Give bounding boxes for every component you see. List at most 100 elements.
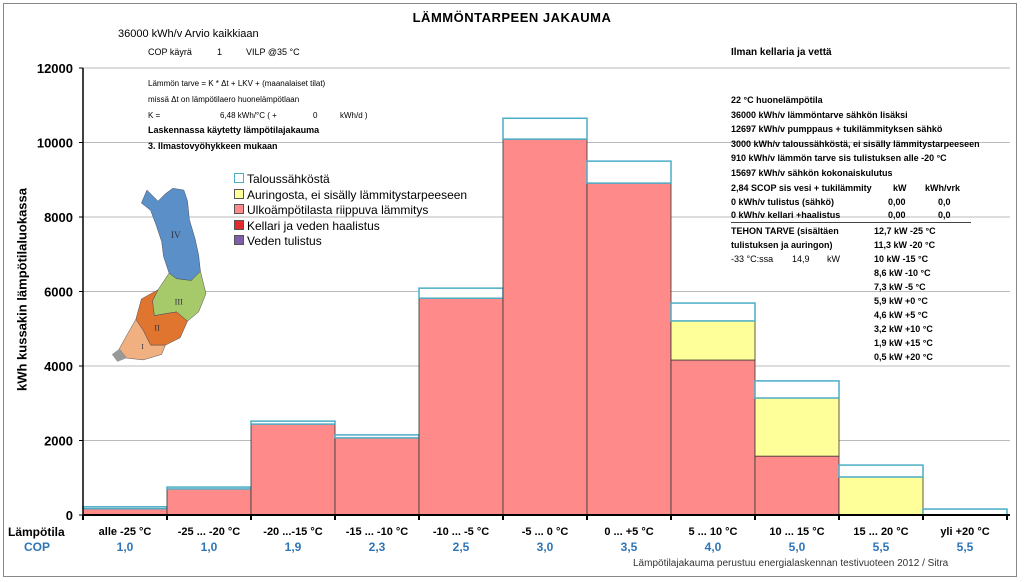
bar-segment-4-2 — [250, 420, 336, 425]
power-list-item: 12,7 kW -25 °C — [874, 226, 936, 236]
y-tick-label: 6000 — [44, 285, 73, 300]
x-tick-label: yli +20 °C — [940, 526, 990, 538]
summary-row-kw: 0,00 — [888, 197, 906, 207]
design-unit: kW — [827, 254, 840, 264]
legend-item: Taloussähköstä — [234, 172, 330, 186]
k-label: K = — [148, 111, 161, 120]
summary-line: 910 kWh/v lämmön tarve sis tulistuksen a… — [731, 153, 947, 164]
cop-value: 2,5 — [452, 540, 470, 554]
x-tick-label: 0 ... +5 °C — [604, 526, 654, 538]
power-list-item: 11,3 kW -20 °C — [874, 240, 936, 250]
legend-item: Auringosta, ei sisälly lämmitystarpeesee… — [234, 188, 467, 202]
legend-swatch — [234, 204, 244, 214]
legend-label: Taloussähköstä — [247, 172, 330, 186]
cop-value: 1,0 — [116, 540, 134, 554]
power-list-item: 4,6 kW +5 °C — [874, 310, 928, 320]
cop-curve-label: COP käyrä — [148, 47, 192, 57]
zone-label-iii: III — [175, 298, 184, 307]
power-title: TEHON TARVE (sisältäen — [731, 226, 839, 236]
power-list-item: 5,9 kW +0 °C — [874, 296, 928, 306]
y-tick-label: 12000 — [37, 61, 73, 76]
legend-label: Veden tulistus — [247, 234, 322, 248]
bar-segment-2-7 — [670, 359, 756, 516]
right-title: Ilman kellaria ja vettä — [731, 47, 832, 58]
x-tick-label: -5 ... 0 °C — [521, 526, 569, 538]
cop-curve-value: 1 — [217, 47, 223, 57]
x-tick-label: alle -25 °C — [98, 526, 152, 538]
cop-value: 5,0 — [788, 540, 806, 554]
bar-segment-2-1 — [166, 488, 252, 516]
bar-segment-3-7 — [670, 320, 756, 361]
summary-line: 3000 kWh/v taloussähköstä, ei sisälly lä… — [731, 138, 980, 149]
bar-segment-4-0 — [82, 506, 168, 510]
summary-row-kwh: 0,0 — [938, 210, 951, 220]
chart-title: LÄMMÖNTARPEEN JAKAUMA — [412, 10, 612, 25]
bar-segment-4-8 — [754, 380, 840, 399]
bar-segment-4-6 — [586, 160, 672, 184]
summary-row-label: 0 kWh/v tulistus (sähkö) — [731, 197, 835, 207]
divider — [731, 222, 971, 223]
col-kw-header: kW — [893, 183, 907, 193]
power-list-item: 10 kW -15 °C — [874, 254, 929, 264]
x-tick-label: -15 ... -10 °C — [345, 526, 409, 538]
bar-segment-4-9 — [838, 464, 924, 478]
legend-label: Kellari ja veden haalistus — [247, 218, 380, 233]
zone-label-ii: II — [154, 323, 160, 332]
bar-segment-4-3 — [334, 434, 420, 439]
y-tick-label: 0 — [66, 508, 73, 523]
x-tick-label: 15 ... 20 °C — [853, 526, 909, 538]
zone-label-iv: IV — [171, 230, 181, 240]
bar-segment-2-8 — [754, 455, 840, 516]
legend-swatch — [234, 173, 244, 183]
x-tick-label: 5 ... 10 °C — [688, 526, 738, 538]
power-list-item: 7,3 kW -5 °C — [874, 282, 926, 292]
legend-item: Veden tulistus — [234, 234, 322, 248]
power-subtitle: tulistuksen ja auringon) — [731, 240, 833, 250]
bar-segment-2-6 — [586, 182, 672, 516]
cop-value: 5,5 — [872, 540, 890, 554]
power-list-item: 1,9 kW +15 °C — [874, 338, 933, 348]
summary-row-kwh: 0,0 — [938, 197, 951, 207]
design-temp: -33 °C:ssa — [731, 254, 774, 264]
legend-label: Auringosta, ei sisälly lämmitystarpeesee… — [247, 187, 468, 202]
bar-segment-2-2 — [250, 423, 336, 516]
power-list-item: 8,6 kW -10 °C — [874, 268, 931, 278]
design-kw: 14,9 — [792, 254, 810, 264]
cop-value: 4,0 — [704, 540, 722, 554]
summary-line: 15697 kWh/v sähkön kokonaiskulutus — [731, 168, 893, 178]
cop-value: 3,5 — [620, 540, 638, 554]
aland-islands — [111, 348, 127, 362]
legend-swatch — [234, 219, 244, 230]
k-extra: 0 — [313, 111, 318, 120]
legend-swatch — [234, 188, 244, 199]
distribution-title: Laskennassa käytetty lämpötilajakauma — [148, 125, 320, 135]
k-value: 6,48 kWh/°C ( + — [220, 111, 277, 120]
summary-row-label: 0 kWh/v kellari +haalistus — [731, 210, 841, 220]
y-tick-label: 10000 — [37, 136, 73, 151]
summary-row-kw: 0,00 — [888, 210, 906, 220]
x-tick-label: -20 ...-15 °C — [263, 526, 323, 538]
cop-value: 3,0 — [536, 540, 554, 554]
formula-line1: Lämmön tarve = K * Δt + LKV + (maanalais… — [148, 79, 326, 88]
bar-segment-3-9 — [838, 476, 924, 516]
bar-segment-4-4 — [418, 287, 504, 299]
x-tick-label: -25 ... -20 °C — [177, 526, 241, 538]
y-tick-label: 2000 — [44, 434, 73, 449]
cop-value: 1,0 — [200, 540, 218, 554]
y-tick-label: 4000 — [44, 359, 73, 374]
bar-segment-4-1 — [166, 486, 252, 490]
zone-i — [118, 318, 166, 361]
y-axis-label: kWh kussakin lämpötilaluokassa — [14, 187, 30, 392]
cop-row-label: COP — [24, 540, 51, 554]
cop-curve-type: VILP @35 °C — [246, 47, 300, 57]
cop-value: 1,9 — [284, 540, 302, 554]
chart-frame — [3, 3, 1017, 577]
bar-segment-2-4 — [418, 297, 504, 516]
summary-line: 36000 kWh/v lämmöntarve sähkön lisäksi — [731, 109, 908, 120]
k-unit: kWh/d ) — [340, 111, 368, 120]
bar-segment-2-3 — [334, 437, 420, 516]
legend-label: Ulkoämpötilasta riippuva lämmitys — [247, 203, 429, 217]
summary-line: 12697 kWh/v pumppaus + tukilämmityksen s… — [731, 124, 943, 135]
x-tick-label: -10 ... -5 °C — [432, 526, 490, 538]
